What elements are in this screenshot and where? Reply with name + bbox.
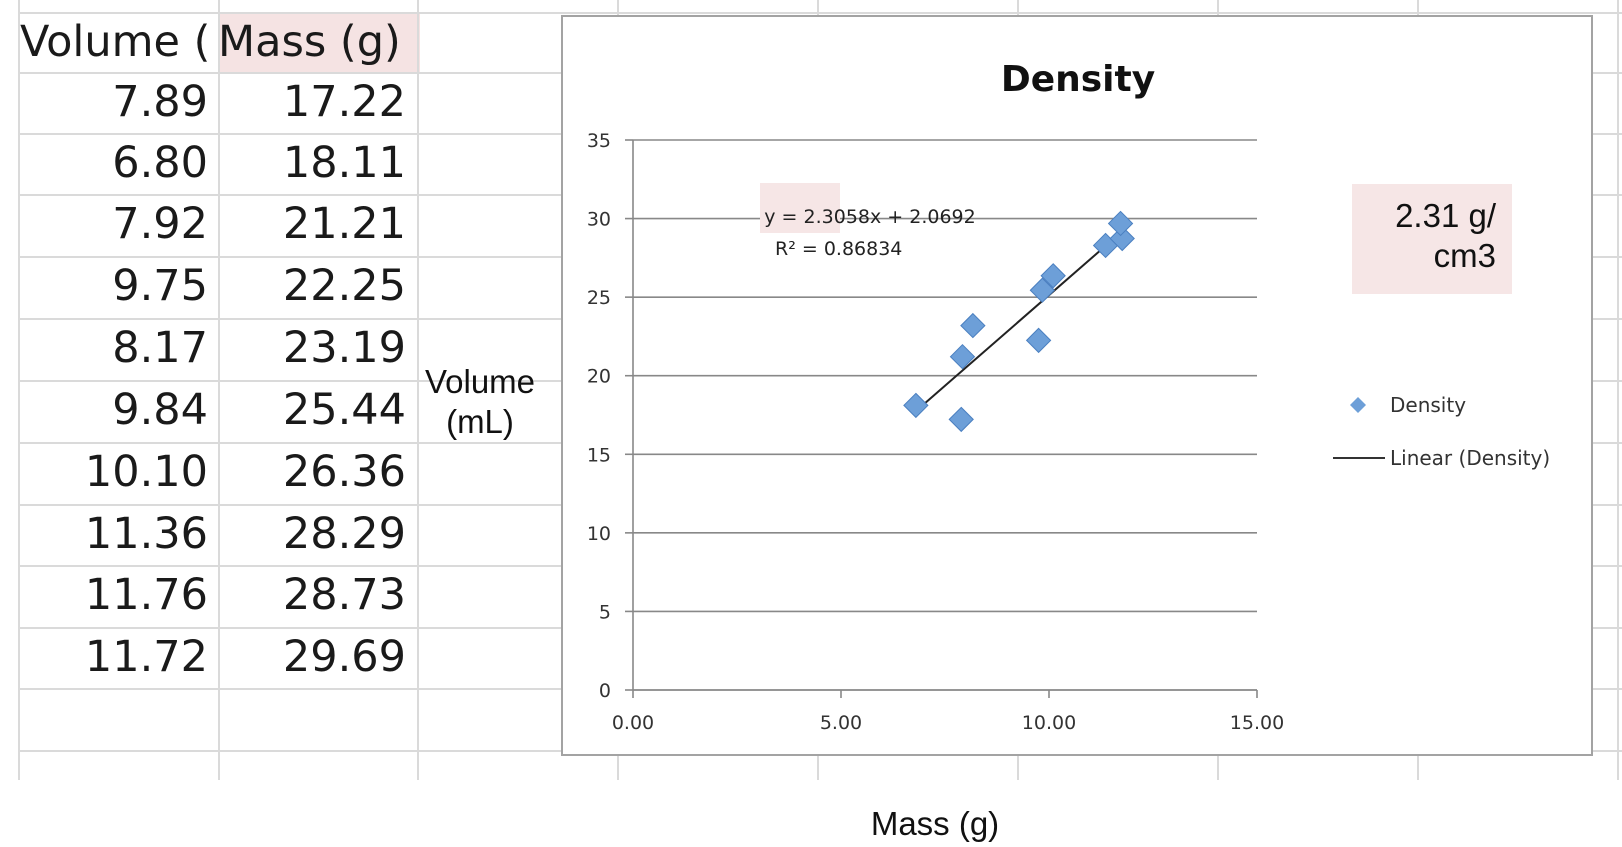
mass-cell[interactable]: 17.22 [282,77,406,127]
volume-cell[interactable]: 11.72 [84,632,208,682]
y-tick-label: 25 [587,287,611,309]
volume-cell[interactable]: 7.92 [112,199,208,249]
x-tick-label: 5.00 [820,712,862,734]
legend-label-density: Density [1390,393,1466,417]
data-point [1040,263,1066,289]
density-result-box [1352,184,1512,294]
trendline-equation: y = 2.3058x + 2.0692 [764,206,975,228]
grid-row-line [18,12,1622,14]
grid-column-line [1617,0,1619,780]
y-tick-label: 5 [599,601,611,623]
grid-column-line [218,0,220,780]
y-tick-label: 0 [599,680,611,702]
x-tick-label: 0.00 [612,712,654,734]
data-point [1109,225,1135,252]
x-tick-label: 15.00 [1230,712,1284,734]
y-axis-label: Volume (mL) [424,363,536,440]
data-point [1025,327,1052,354]
data-point [903,392,929,419]
legend-label-linear: Linear (Density) [1390,446,1550,470]
data-point [960,312,986,339]
mass-cell[interactable]: 18.11 [282,138,406,188]
y-tick-label: 10 [587,523,611,545]
mass-header-highlight [218,12,420,72]
x-axis-label: Mass (g) [870,805,1000,842]
y-tick-label: 20 [587,366,611,388]
y-tick-label: 30 [587,209,611,231]
mass-cell[interactable]: 26.36 [282,447,406,497]
data-point [948,406,974,433]
grid-column-line [417,0,419,780]
volume-cell[interactable]: 9.75 [112,261,208,311]
y-tick-label: 15 [587,444,611,466]
mass-cell[interactable]: 23.19 [282,323,406,373]
density-result: 2.31 g/ cm3 [1395,197,1496,274]
mass-cell[interactable]: 29.69 [282,632,406,682]
r-squared-label: R² = 0.86834 [775,238,902,260]
mass-cell[interactable]: 28.29 [282,509,406,559]
x-tick-label: 10.00 [1022,712,1076,734]
data-point [949,343,976,370]
mass-cell[interactable]: 21.21 [282,199,406,249]
mass-cell[interactable]: 25.44 [282,385,406,435]
trendline [915,230,1123,412]
data-point [1107,210,1134,237]
mass-cell[interactable]: 28.73 [282,570,406,620]
volume-cell[interactable]: 9.84 [112,385,208,435]
data-point [1029,277,1056,303]
volume-header-cell[interactable]: Volume (mL) [20,17,208,67]
chart-container[interactable] [561,15,1593,756]
mass-header-cell[interactable]: Mass (g) [218,17,401,67]
y-tick-label: 35 [587,130,611,152]
equation-highlight [760,183,840,233]
volume-cell[interactable]: 11.76 [84,570,208,620]
volume-cell[interactable]: 8.17 [112,323,208,373]
volume-cell[interactable]: 7.89 [112,77,208,127]
chart-title: Density [1001,59,1155,100]
legend-marker-density [1350,397,1366,413]
volume-cell[interactable]: 10.10 [84,447,208,497]
volume-cell[interactable]: 11.36 [84,509,208,559]
grid-column-line [18,0,20,780]
mass-cell[interactable]: 22.25 [282,261,406,311]
volume-cell[interactable]: 6.80 [112,138,208,188]
